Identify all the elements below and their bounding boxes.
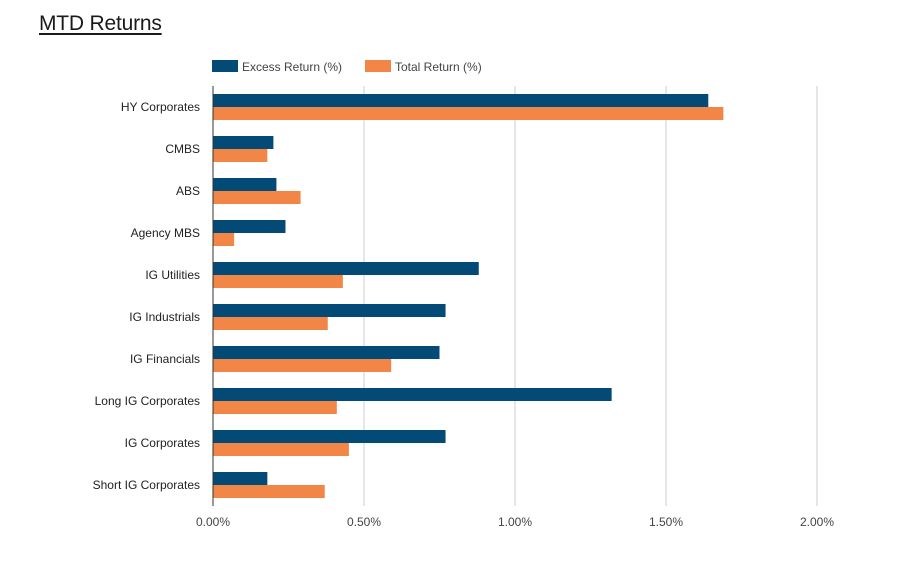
category-label: CMBS	[165, 142, 200, 156]
x-tick-label: 1.50%	[649, 515, 683, 529]
bar-total	[213, 107, 724, 120]
legend: Excess Return (%) Total Return (%)	[212, 60, 482, 74]
bar-excess	[213, 430, 446, 443]
category-labels: HY Corporates CMBS ABS Agency MBS IG Utiliti…	[93, 100, 200, 492]
x-tick-labels: 0.00% 0.50% 1.00% 1.50% 2.00%	[196, 515, 834, 529]
bar-excess	[213, 472, 268, 485]
bar-total	[213, 401, 337, 414]
bar-total	[213, 359, 392, 372]
x-tick-label: 2.00%	[800, 515, 834, 529]
category-label: ABS	[176, 184, 200, 198]
bar-total	[213, 443, 349, 456]
bar-excess	[213, 136, 274, 149]
category-label: Long IG Corporates	[95, 394, 200, 408]
legend-label: Total Return (%)	[395, 60, 482, 74]
bar-total	[213, 485, 325, 498]
category-label: IG Financials	[130, 352, 200, 366]
chart-title: MTD Returns	[39, 12, 162, 35]
category-label: Agency MBS	[131, 226, 200, 240]
bar-total	[213, 275, 343, 288]
category-label: IG Industrials	[129, 310, 200, 324]
bar-excess	[213, 94, 709, 107]
x-tick-label: 0.00%	[196, 515, 230, 529]
category-label: Short IG Corporates	[93, 478, 200, 492]
category-label: HY Corporates	[121, 100, 200, 114]
bars	[213, 94, 724, 498]
category-label: IG Utilities	[145, 268, 200, 282]
bar-excess	[213, 388, 612, 401]
bar-excess	[213, 178, 277, 191]
bar-total	[213, 149, 268, 162]
bar-total	[213, 191, 301, 204]
legend-swatch	[212, 60, 238, 72]
bar-total	[213, 317, 328, 330]
bar-excess	[213, 262, 479, 275]
bar-excess	[213, 346, 440, 359]
category-label: IG Corporates	[125, 436, 200, 450]
legend-label: Excess Return (%)	[242, 60, 342, 74]
x-tick-label: 0.50%	[347, 515, 381, 529]
bar-excess	[213, 220, 286, 233]
bar-excess	[213, 304, 446, 317]
legend-swatch	[365, 60, 391, 72]
bar-total	[213, 233, 235, 246]
x-tick-label: 1.00%	[498, 515, 532, 529]
